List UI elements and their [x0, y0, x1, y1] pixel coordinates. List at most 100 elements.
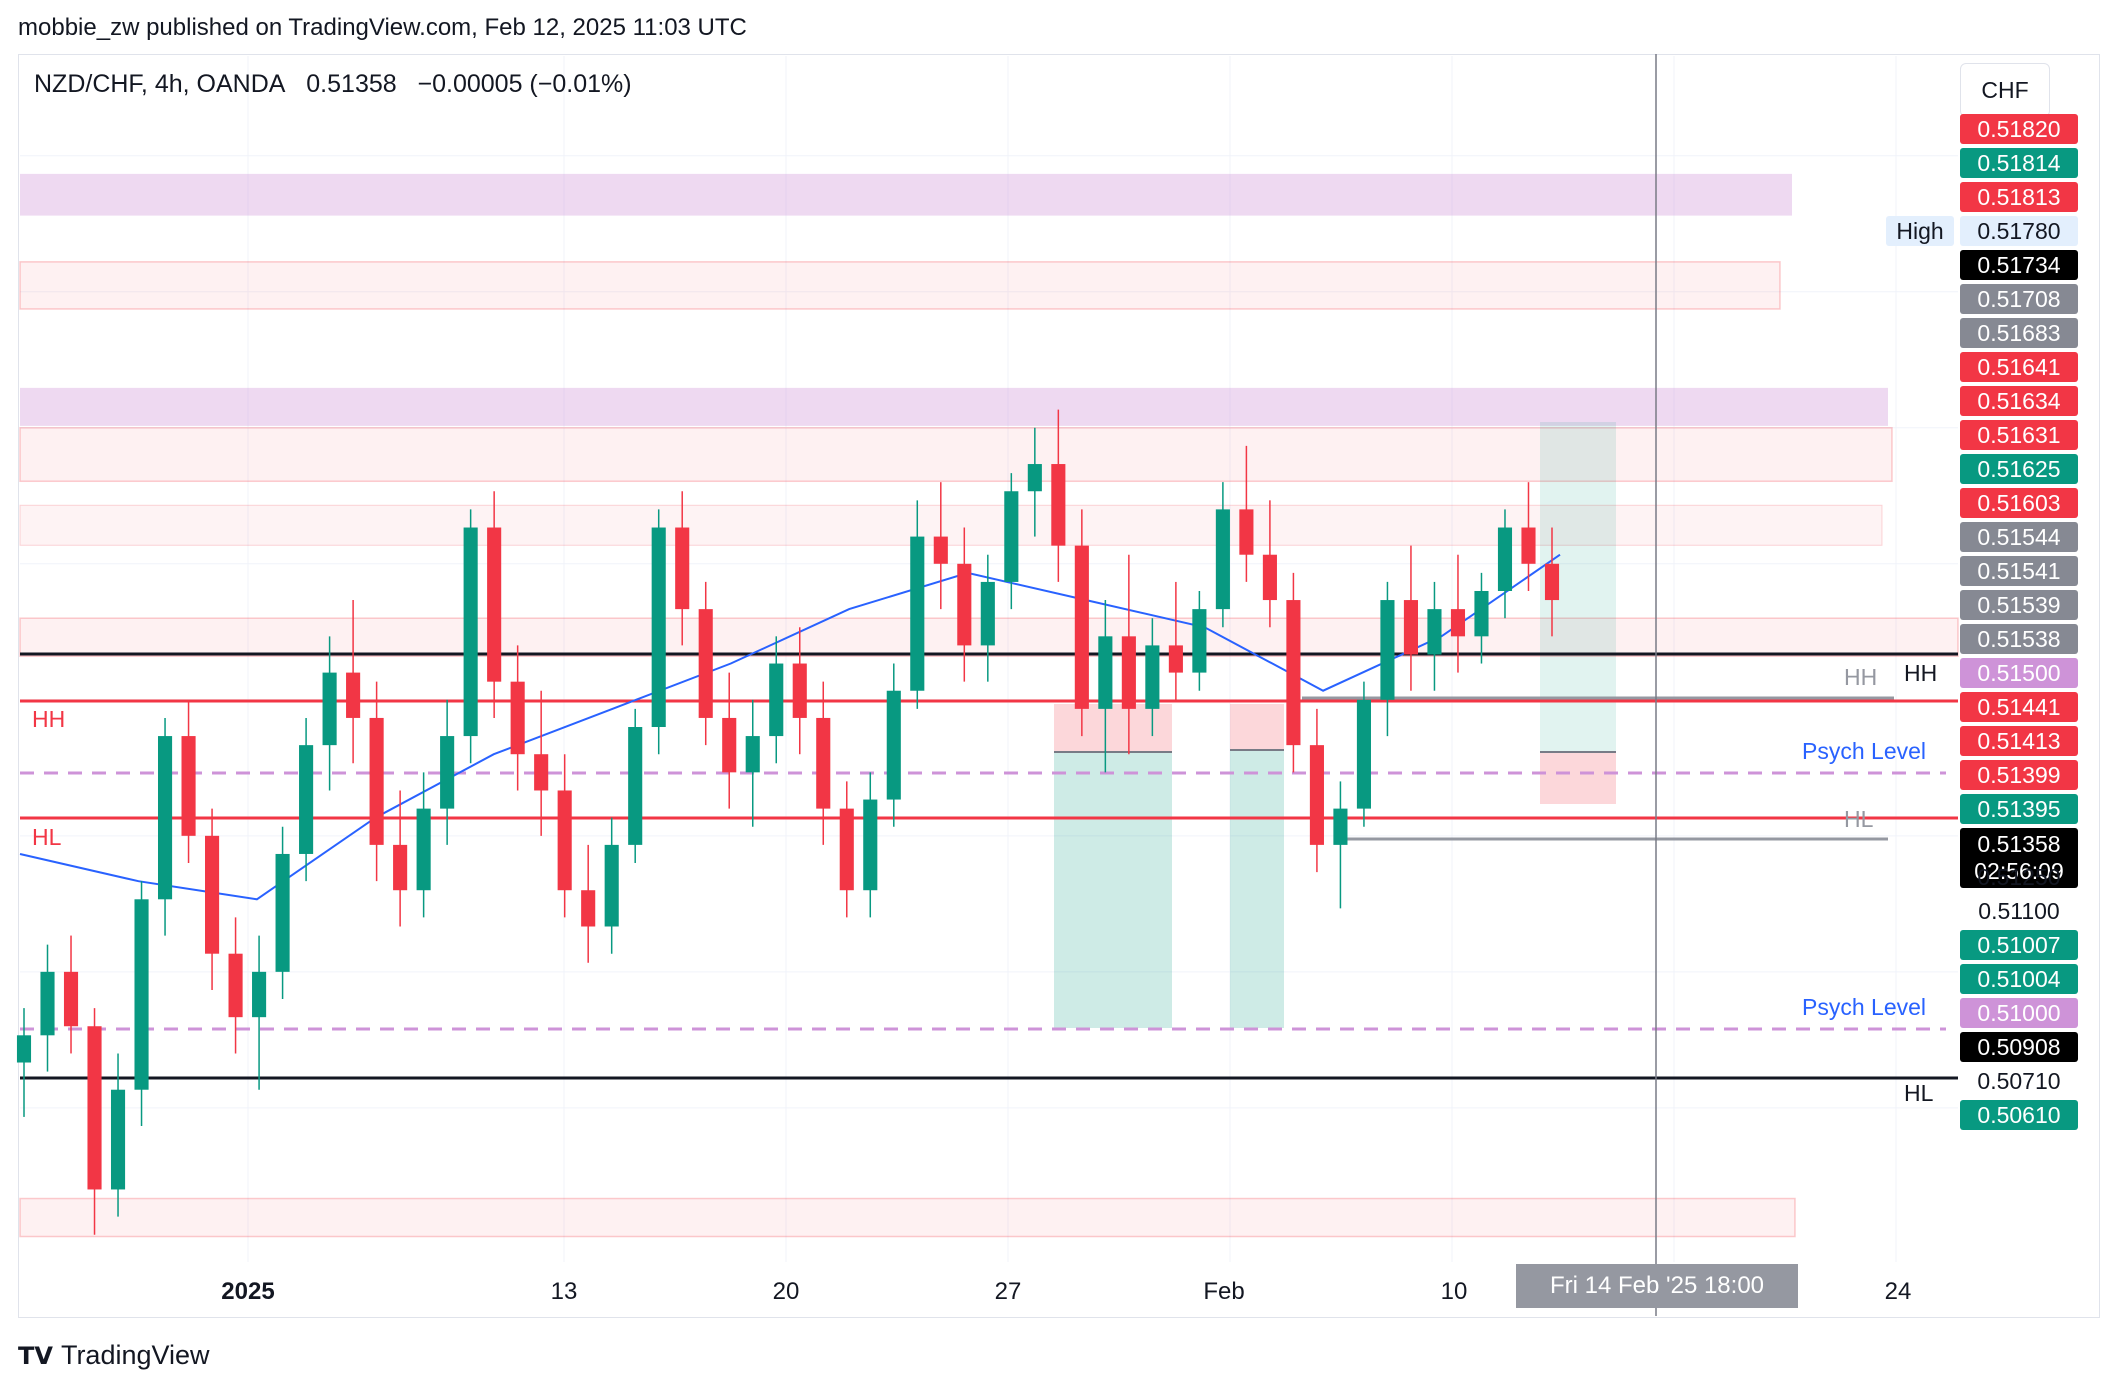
- time-axis-label: 20: [772, 1278, 800, 1305]
- candle-body: [1474, 590, 1489, 637]
- price-axis-label: 0.51813: [1960, 182, 2078, 212]
- price-axis-label-text: 0.51358: [1977, 831, 2061, 857]
- candle-body: [1427, 609, 1442, 655]
- tradingview-brand[interactable]: TV TradingView: [18, 1340, 210, 1371]
- price-axis-label: 0.51814: [1960, 148, 2078, 178]
- candle-body: [910, 536, 925, 691]
- zone-layer: [19, 173, 1959, 1238]
- zone-resistance: [19, 427, 1893, 483]
- candle-body: [1333, 808, 1348, 845]
- candle-body: [534, 754, 549, 791]
- price-axis-label: 0.51541: [1960, 556, 2078, 586]
- price-axis-label-text: 0.51734: [1977, 251, 2061, 278]
- price-axis-label: 0.51399: [1960, 760, 2078, 790]
- price-axis-label: 0.51634: [1960, 386, 2078, 416]
- candle-body: [863, 799, 878, 891]
- candle-body: [1121, 636, 1136, 709]
- currency-button[interactable]: CHF: [1960, 63, 2050, 117]
- candle-body: [322, 672, 337, 746]
- candle-body: [1286, 600, 1301, 746]
- candle-body: [87, 1026, 102, 1190]
- symbol-info: NZD/CHF, 4h, OANDA 0.51358 −0.00005 (−0.…: [34, 70, 632, 99]
- hh-left-label: HH: [32, 706, 66, 732]
- candle-body: [416, 808, 431, 891]
- candle-body: [157, 736, 173, 900]
- price-axis-label: 0.51820: [1960, 114, 2078, 144]
- price-axis-label-text: 0.51100: [1978, 897, 2060, 924]
- price-axis-label-text: 0.51441: [1977, 693, 2061, 720]
- candle-body: [1027, 464, 1042, 492]
- price-axis-label-text: 0.51413: [1977, 727, 2061, 754]
- time-axis-label: 13: [550, 1278, 578, 1305]
- price-axis-label: 0.50610: [1960, 1100, 2078, 1130]
- candle-body: [816, 717, 831, 809]
- hl-right-black-label: HL: [1904, 1080, 1934, 1106]
- candle-body: [1356, 699, 1371, 809]
- price-axis-label: 0.51538: [1960, 624, 2078, 654]
- candle-body: [604, 844, 619, 927]
- price-axis-label-text: 0.50710: [1977, 1067, 2061, 1094]
- price-axis-label-text: 0.51625: [1977, 455, 2061, 482]
- candle-body: [628, 727, 643, 845]
- price-axis-label: 0.51544: [1960, 522, 2078, 552]
- stop-zone: [1230, 704, 1284, 750]
- grid-layer: [20, 56, 1958, 1262]
- candle-body: [16, 1035, 32, 1063]
- symbol-change: −0.00005 (−0.01%): [417, 70, 632, 98]
- brand-name: TradingView: [60, 1340, 210, 1370]
- price-axis-label-text: 0.51603: [1977, 489, 2061, 516]
- price-axis-label-text: 0.51820: [1977, 115, 2061, 142]
- candle-body: [769, 663, 784, 737]
- candle-body: [181, 736, 196, 836]
- candle-body: [1074, 545, 1089, 709]
- price-axis-label-text: 0.51004: [1977, 965, 2061, 992]
- high-tag: High: [1886, 216, 1954, 246]
- price-axis-label: 0.51007: [1960, 930, 2078, 960]
- candle-body: [393, 844, 408, 891]
- level-layer: [20, 54, 1958, 1316]
- hh-right-black-label: HH: [1904, 660, 1938, 686]
- price-axis-label: 0.51603: [1960, 488, 2078, 518]
- candle-body: [487, 527, 502, 682]
- candle-body: [369, 717, 384, 845]
- price-axis-label-text: 0.51399: [1977, 761, 2061, 788]
- time-axis-label: 10: [1440, 1278, 1468, 1305]
- price-axis-label: 0.51500: [1960, 658, 2078, 688]
- price-axis-label-text: 0.51814: [1977, 149, 2061, 176]
- price-axis-label-text: 0.51780: [1977, 217, 2061, 244]
- candle-body: [463, 527, 478, 737]
- price-axis-label: 0.51000: [1960, 998, 2078, 1028]
- hl-left-label: HL: [32, 824, 62, 850]
- price-axis-label-text: 0.51538: [1977, 625, 2061, 652]
- price-axis-label-text: 0.51395: [1977, 795, 2061, 822]
- price-axis-label-text: 0.51007: [1977, 931, 2061, 958]
- price-axis-label-text: 0.50610: [1977, 1101, 2061, 1128]
- candle-body: [440, 736, 455, 809]
- candle-body: [299, 745, 314, 854]
- candle-body: [1544, 563, 1560, 601]
- psych-level-lower-label: Psych Level: [1802, 994, 1927, 1020]
- candle-body: [557, 790, 572, 891]
- candle-body: [510, 681, 525, 755]
- price-axis-label: 0.51625: [1960, 454, 2078, 484]
- chart-frame[interactable]: [18, 54, 2100, 1318]
- candle-body: [1145, 645, 1160, 709]
- candle-body: [722, 717, 737, 773]
- candle-body: [886, 690, 901, 800]
- candle-body: [40, 971, 55, 1036]
- candle-body: [1098, 636, 1113, 709]
- price-axis-label: 0.51413: [1960, 726, 2078, 756]
- hl-right-gray-label: HL: [1844, 806, 1874, 832]
- candle-body: [1168, 645, 1183, 673]
- price-axis-label: 0.51631: [1960, 420, 2078, 450]
- crosshair-time-label: Fri 14 Feb '25 18:00: [1516, 1264, 1798, 1308]
- candle-body: [745, 736, 760, 773]
- candle-body: [1239, 509, 1254, 555]
- price-axis-label-text: 0.51250: [1977, 863, 2061, 890]
- price-axis-label: 0.51395: [1960, 794, 2078, 824]
- stop-zone: [1540, 752, 1616, 804]
- price-axis-label: 0.51708: [1960, 284, 2078, 314]
- candle-body: [1004, 491, 1019, 582]
- candle-body: [252, 971, 267, 1018]
